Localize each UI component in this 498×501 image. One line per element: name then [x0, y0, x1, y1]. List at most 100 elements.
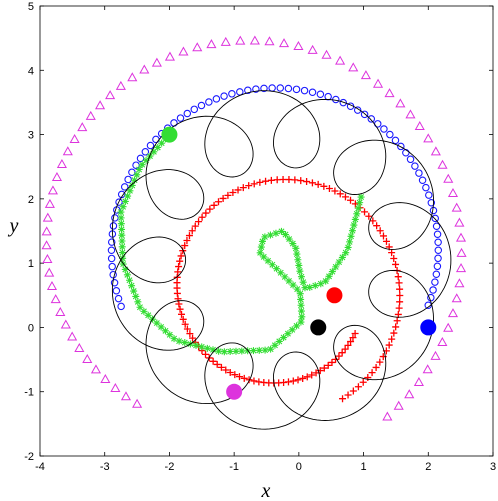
- asterisk-marker: [255, 346, 263, 354]
- asterisk-marker: [258, 237, 266, 245]
- plus-marker: [338, 349, 346, 357]
- triangle-marker: [60, 319, 71, 329]
- plus-marker: [372, 363, 380, 371]
- plus-marker: [178, 310, 186, 318]
- asterisk-marker: [126, 187, 134, 195]
- triangle-marker: [41, 240, 52, 250]
- series-3: [117, 131, 365, 356]
- circle-marker: [183, 109, 192, 118]
- plus-marker: [390, 329, 398, 337]
- circle-marker: [300, 86, 309, 95]
- triangle-marker: [430, 146, 441, 156]
- plus-marker: [188, 227, 196, 235]
- asterisk-marker: [285, 277, 293, 285]
- plus-marker: [297, 177, 305, 185]
- circle-marker: [190, 105, 199, 114]
- triangle-marker: [85, 110, 96, 120]
- circle-marker: [433, 262, 442, 271]
- asterisk-marker: [132, 292, 140, 300]
- asterisk-marker: [357, 193, 365, 201]
- triangle-marker: [74, 343, 85, 353]
- plus-marker: [303, 178, 311, 186]
- plus-marker: [354, 383, 362, 391]
- triangle-marker: [293, 40, 304, 51]
- asterisk-marker: [166, 331, 174, 339]
- asterisk-marker: [118, 231, 126, 239]
- asterisk-marker: [257, 243, 265, 251]
- asterisk-marker: [335, 258, 343, 266]
- triangle-marker: [455, 263, 467, 273]
- plus-marker: [214, 198, 222, 206]
- plus-marker: [222, 366, 230, 374]
- plus-marker: [195, 218, 203, 226]
- asterisk-marker: [124, 192, 132, 200]
- asterisk-marker: [133, 171, 141, 179]
- plus-marker: [347, 338, 355, 346]
- asterisk-marker: [338, 253, 346, 261]
- plus-marker: [185, 232, 193, 240]
- asterisk-marker: [347, 232, 355, 240]
- plus-marker: [325, 185, 333, 193]
- triangle-marker: [264, 36, 275, 46]
- triangle-marker: [67, 331, 78, 341]
- circle-marker: [260, 84, 268, 93]
- asterisk-marker: [322, 277, 330, 285]
- plus-marker: [202, 350, 210, 358]
- triangle-marker: [206, 39, 217, 49]
- asterisk-marker: [153, 319, 161, 327]
- asterisk-marker: [297, 273, 305, 281]
- triangle-marker: [55, 306, 66, 317]
- triangle-marker: [404, 389, 415, 399]
- plus-marker: [346, 196, 354, 204]
- asterisk-marker: [268, 261, 276, 269]
- triangle-marker: [451, 202, 462, 212]
- circle-marker: [205, 98, 213, 106]
- triangle-marker: [454, 217, 465, 227]
- asterisk-marker: [267, 345, 275, 353]
- plus-marker: [175, 263, 183, 271]
- triangle-marker: [139, 64, 150, 74]
- circle-marker: [124, 175, 132, 184]
- circle-marker: [411, 162, 419, 170]
- triangle-marker: [395, 98, 406, 108]
- circle-marker: [120, 183, 129, 191]
- plus-marker: [324, 361, 332, 369]
- circle-marker: [339, 98, 348, 107]
- triangle-marker: [42, 253, 53, 263]
- circle-marker: [107, 254, 116, 263]
- plus-marker: [308, 179, 316, 187]
- triangle-marker: [456, 247, 467, 257]
- asterisk-marker: [277, 269, 285, 277]
- triangle-marker: [382, 411, 393, 421]
- triangle-marker: [95, 100, 106, 110]
- y-axis-label: y: [8, 215, 19, 237]
- asterisk-marker: [311, 282, 319, 290]
- plus-marker: [176, 257, 184, 265]
- asterisk-marker: [203, 344, 211, 352]
- triangle-marker: [443, 173, 454, 183]
- plus-marker: [314, 180, 322, 188]
- triangle-marker: [220, 36, 231, 46]
- plus-marker: [320, 182, 328, 190]
- plus-marker: [176, 305, 184, 313]
- circle-marker: [117, 302, 125, 311]
- asterisk-marker: [198, 343, 206, 351]
- end-point-marker: [326, 287, 343, 304]
- asterisk-marker: [297, 295, 305, 303]
- asterisk-marker: [266, 231, 274, 239]
- triangle-marker: [164, 51, 176, 61]
- asterisk-marker: [328, 268, 336, 276]
- asterisk-marker: [209, 346, 217, 354]
- plus-marker: [396, 285, 404, 293]
- series-2: [173, 175, 404, 403]
- circle-marker: [252, 85, 260, 93]
- circle-marker: [418, 176, 427, 185]
- asterisk-marker: [285, 235, 293, 243]
- asterisk-marker: [275, 337, 283, 345]
- asterisk-marker: [260, 253, 268, 261]
- circle-marker: [434, 238, 442, 247]
- plus-marker: [175, 300, 183, 308]
- triangle-marker: [321, 49, 332, 59]
- series-4: [111, 90, 452, 430]
- asterisk-marker: [348, 227, 356, 235]
